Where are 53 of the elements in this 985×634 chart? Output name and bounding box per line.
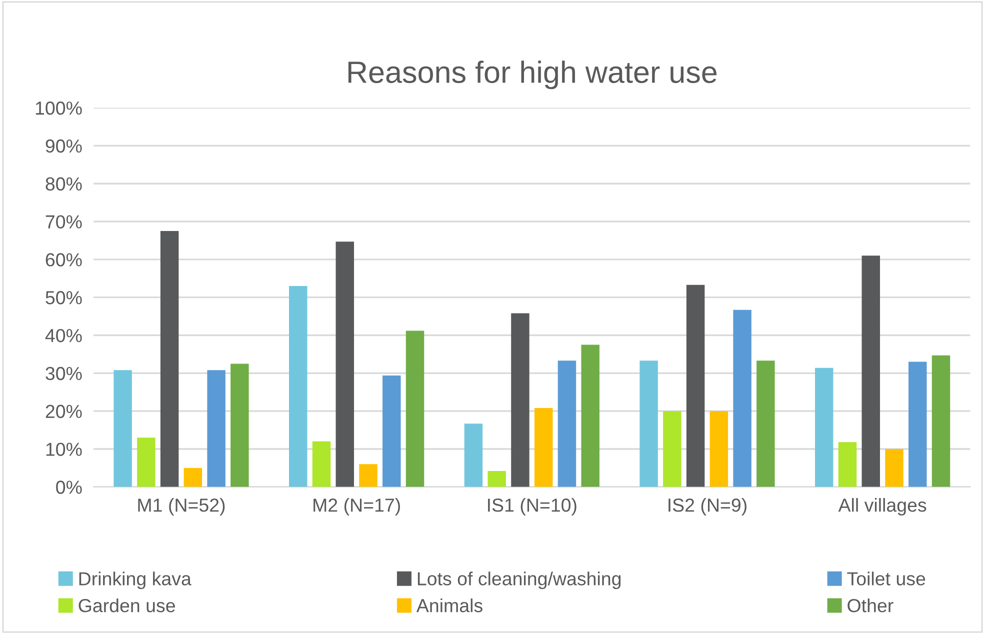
bar — [464, 424, 483, 487]
bar — [862, 256, 880, 487]
legend-label: Drinking kava — [79, 572, 192, 590]
x-tick-label: IS1 (N=10) — [488, 498, 576, 516]
bar — [137, 438, 156, 487]
x-tick-label: M1 (N=52) — [138, 498, 225, 516]
bar — [382, 375, 401, 487]
bar — [581, 344, 600, 487]
y-tick-label: 80% — [46, 177, 82, 191]
legend-label: Animals — [416, 598, 482, 612]
bar — [359, 464, 378, 487]
legend-label: Toilet use — [847, 572, 926, 586]
y-tick-label: 10% — [46, 442, 82, 456]
y-tick-label: 40% — [45, 328, 82, 342]
bar — [686, 284, 705, 487]
y-tick-label: 100% — [36, 101, 82, 115]
legend-label: Garden use — [78, 598, 175, 612]
bar — [885, 449, 904, 487]
bar — [406, 330, 424, 487]
bar — [733, 310, 752, 487]
bar — [756, 360, 775, 487]
bar — [230, 364, 249, 487]
bar — [558, 360, 576, 487]
x-tick-label: IS2 (N=9) — [668, 498, 746, 516]
bar — [488, 470, 506, 487]
bar — [160, 231, 179, 487]
y-tick-label: 30% — [46, 366, 82, 380]
y-tick-label: 60% — [46, 253, 82, 266]
x-tick-label: All villages — [838, 498, 926, 516]
bar — [184, 468, 202, 487]
bar — [640, 360, 658, 487]
bar — [114, 370, 132, 487]
bar — [838, 442, 857, 487]
bar — [815, 368, 834, 487]
bar — [312, 441, 331, 487]
legend-label: Lots of cleaning/washing — [418, 572, 621, 590]
bar — [207, 370, 226, 487]
y-tick-label: 0% — [56, 480, 82, 494]
chart-title: Reasons for high water use — [348, 60, 717, 90]
y-tick-label: 70% — [46, 215, 82, 228]
bar — [289, 286, 308, 487]
bar — [710, 411, 728, 487]
bar — [932, 355, 950, 487]
bar — [336, 242, 354, 487]
y-tick-label: 20% — [46, 404, 82, 418]
bar — [908, 362, 927, 487]
bar — [663, 411, 682, 487]
y-tick-label: 50% — [46, 291, 82, 304]
y-tick-label: 90% — [46, 139, 82, 153]
legend-label: Other — [848, 598, 894, 612]
x-tick-label: M2 (N=17) — [314, 498, 400, 516]
bar — [511, 313, 530, 487]
bar — [534, 408, 553, 487]
